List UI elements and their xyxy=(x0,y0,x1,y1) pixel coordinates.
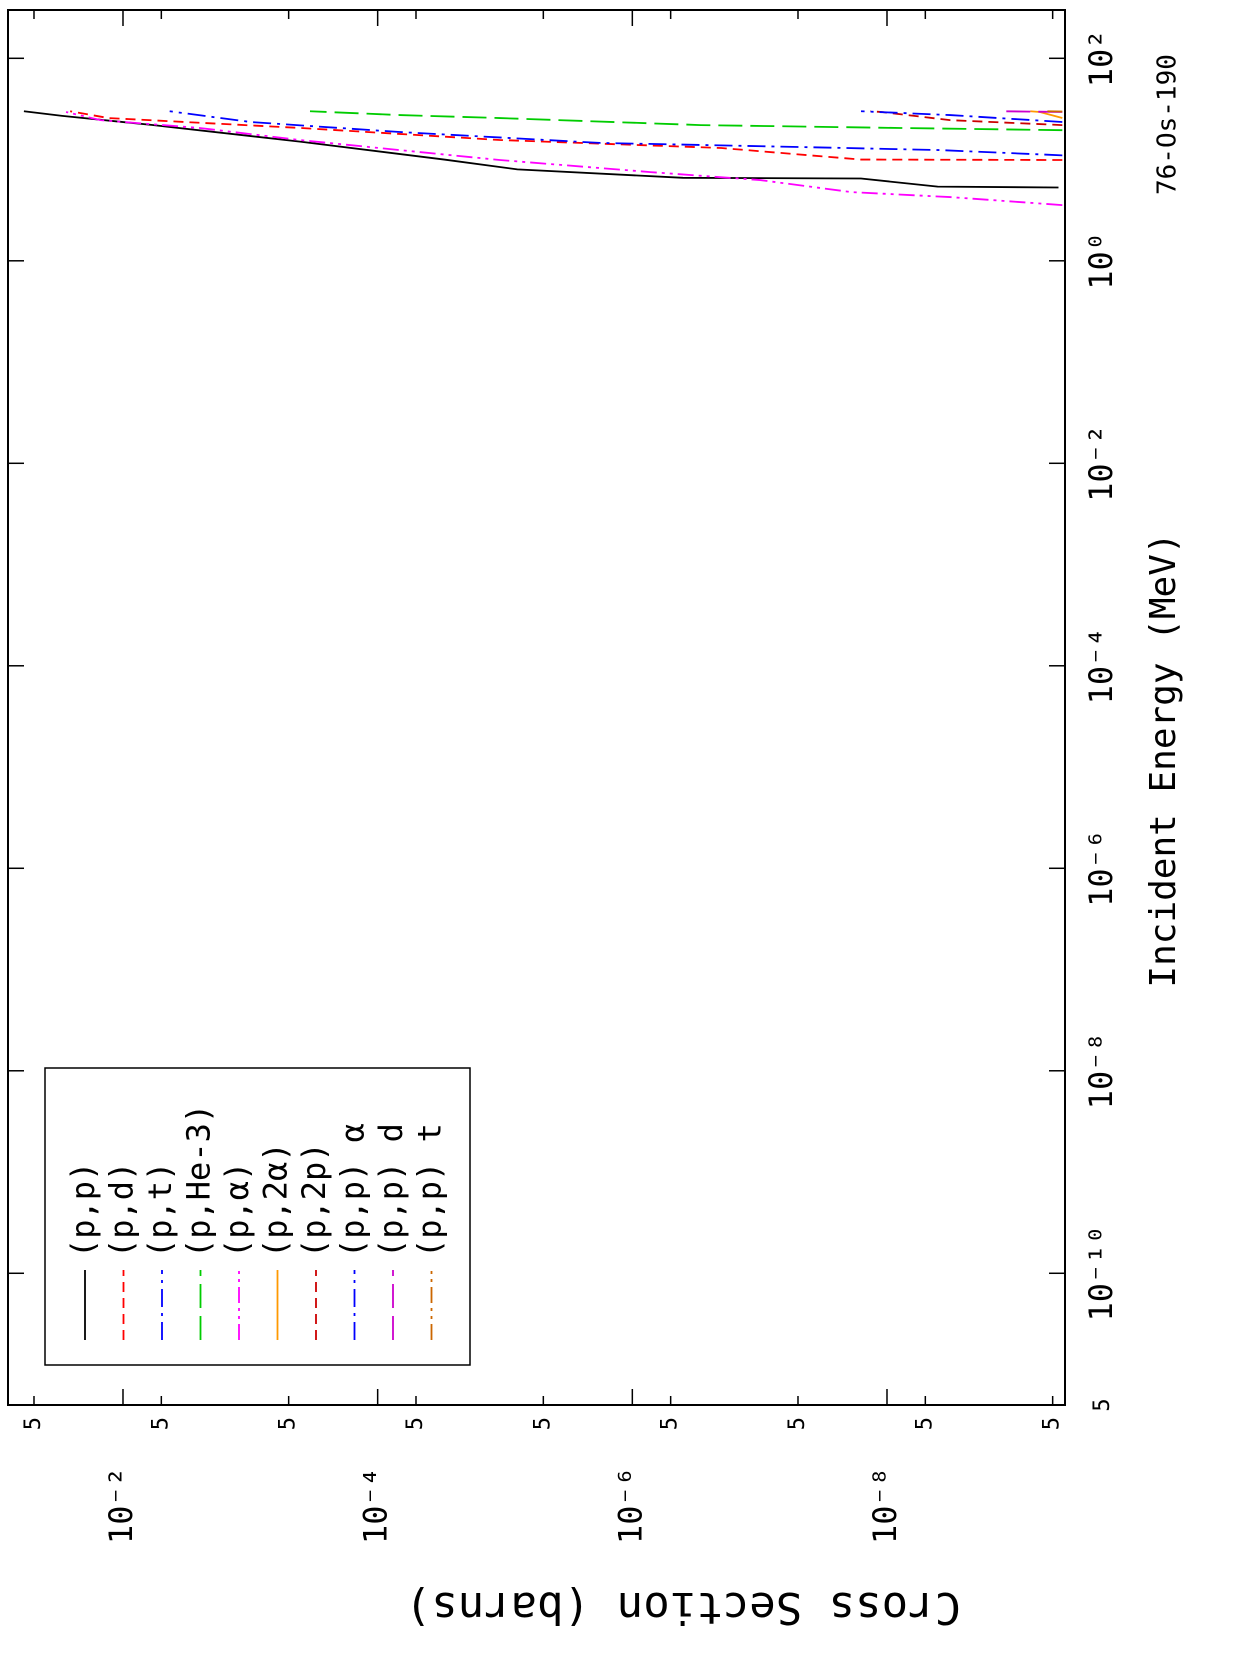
x-tick-label: 10⁻⁴ xyxy=(1082,627,1120,704)
y-tick-label: 5 xyxy=(530,1417,555,1430)
y-tick-label: 5 xyxy=(276,1417,301,1430)
legend-label: (p,p) α xyxy=(334,1123,372,1258)
y-tick-label: 5 xyxy=(912,1417,937,1430)
legend-label: (p,p) xyxy=(64,1162,102,1258)
chart-title: 76-Os-190 xyxy=(1153,54,1183,195)
series-line xyxy=(309,110,1063,132)
y-tick-label: 5 xyxy=(1040,1417,1065,1430)
x-tick-label: 10⁻⁸ xyxy=(1082,1032,1120,1109)
legend-label: (p,d) xyxy=(103,1162,141,1258)
y-tick-label: 5 xyxy=(785,1417,810,1430)
x-tick-label: 5 xyxy=(1090,1398,1115,1411)
y-tick-label: 10⁻⁴ xyxy=(357,1467,395,1544)
plot-frame xyxy=(7,9,1066,1406)
y-tick-label: 10⁻² xyxy=(102,1467,140,1544)
y-tick-label: 5 xyxy=(148,1417,173,1430)
y-tick-label: 5 xyxy=(658,1417,683,1430)
x-tick-label: 10⁻² xyxy=(1082,425,1120,502)
series-line xyxy=(65,111,1063,206)
series-line xyxy=(169,110,1063,157)
legend-label: (p,p) t xyxy=(411,1123,449,1258)
legend-label: (p,He-3) xyxy=(180,1104,218,1258)
legend-label: (p,t) xyxy=(141,1162,179,1258)
plot-area xyxy=(23,110,1063,206)
legend-box xyxy=(44,1067,471,1366)
legend-label: (p,2α) xyxy=(257,1142,295,1258)
series-line xyxy=(23,110,1059,189)
legend-label: (p,p) d xyxy=(372,1123,410,1258)
y-tick-label: 10⁻⁶ xyxy=(611,1467,649,1544)
y-tick-label: 10⁻⁸ xyxy=(866,1467,904,1544)
y-tick-label: 5 xyxy=(21,1417,46,1430)
series-line xyxy=(870,110,1063,126)
x-tick-label: 10⁻¹⁰ xyxy=(1082,1225,1120,1321)
x-tick-label: 10⁰ xyxy=(1082,232,1120,290)
legend-label: (p,2p) xyxy=(295,1142,333,1258)
x-axis-label: Incident Energy (MeV) xyxy=(1143,532,1184,987)
series-line xyxy=(69,110,1063,161)
x-tick-label: 10² xyxy=(1082,29,1120,87)
y-tick-label: 5 xyxy=(403,1417,428,1430)
x-tick-label: 10⁻⁶ xyxy=(1082,830,1120,907)
y-axis-label: Cross Section (barns) xyxy=(405,1582,961,1633)
legend-label: (p,α) xyxy=(218,1162,256,1258)
series-line xyxy=(860,110,1063,123)
